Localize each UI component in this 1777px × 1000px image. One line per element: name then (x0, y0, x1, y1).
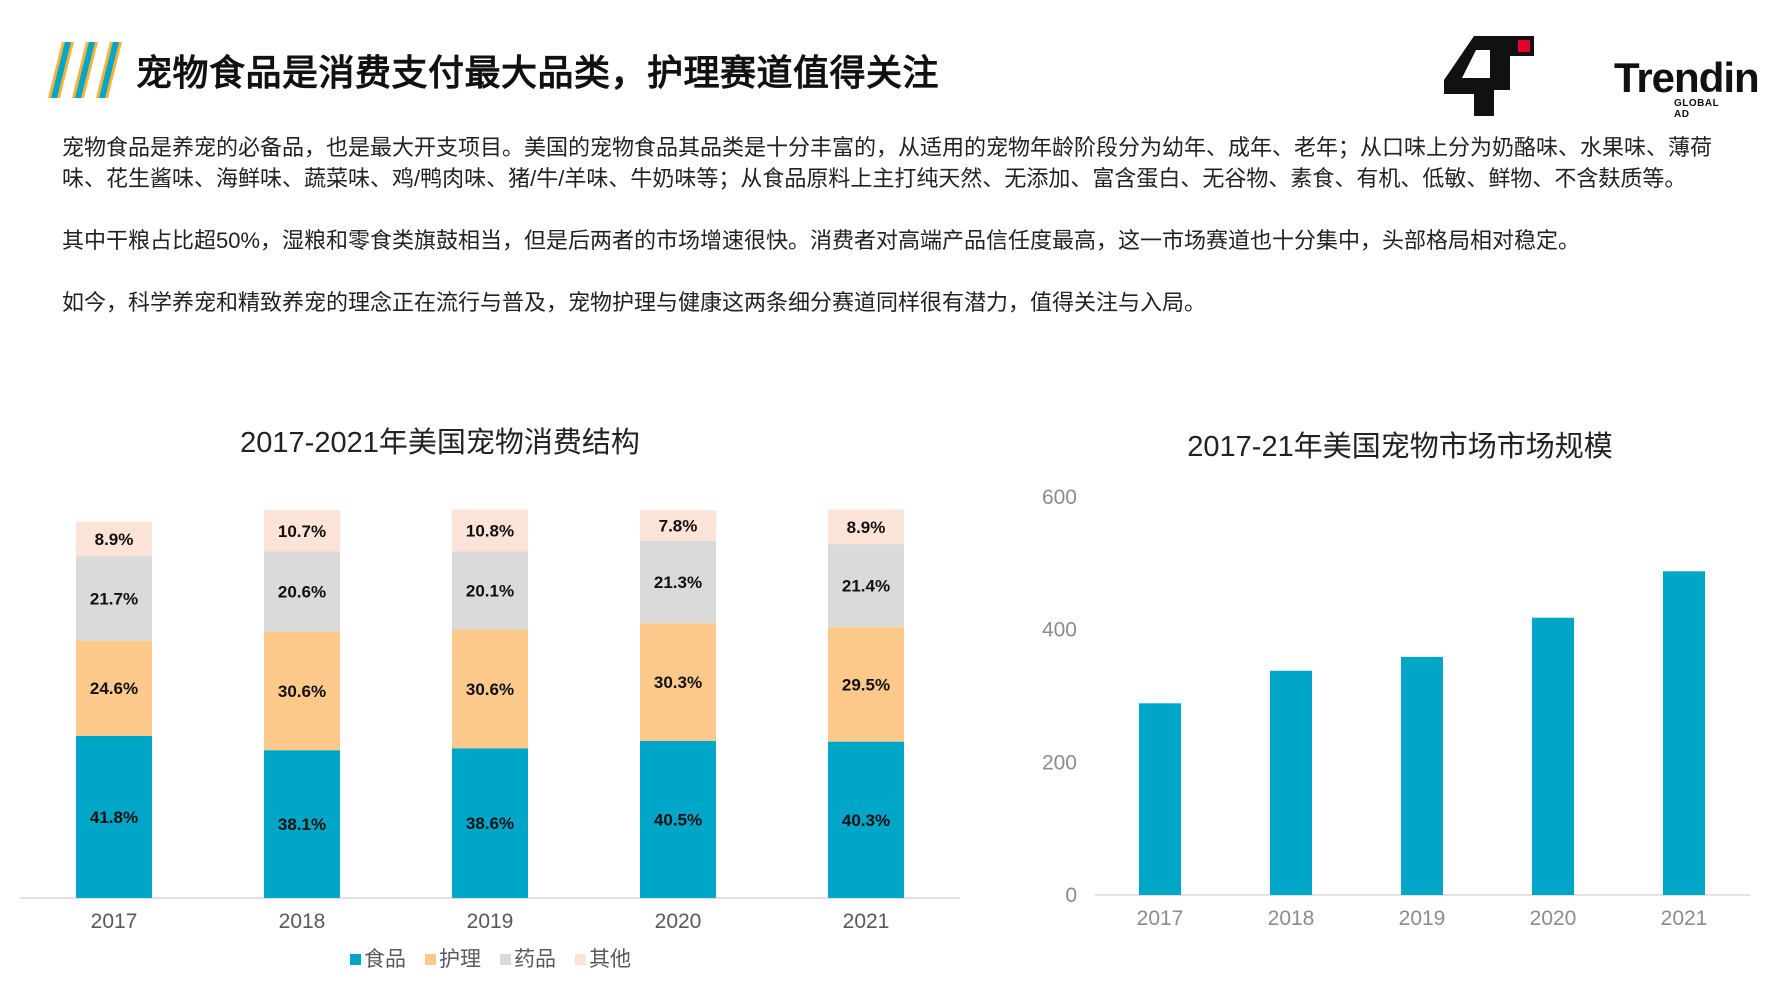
x-tick-label: 2019 (467, 910, 514, 933)
x-tick-label: 2018 (1268, 907, 1315, 930)
data-label: 20.1% (466, 582, 514, 601)
data-label: 21.7% (90, 589, 138, 608)
data-label: 29.5% (842, 675, 890, 694)
data-label: 20.6% (278, 582, 326, 601)
body-text: 宠物食品是养宠的必备品，也是最大开支项目。美国的宠物食品其品类是十分丰富的，从适… (62, 132, 1722, 349)
data-label: 40.5% (654, 810, 702, 829)
y-tick-label: 0 (1065, 884, 1077, 907)
data-label: 8.9% (847, 518, 886, 537)
bar-segment-2017-护理 (76, 640, 152, 736)
slide-header: 宠物食品是消费支付最大品类，护理赛道值得关注 Trendin GLOBAL AD (48, 36, 1760, 120)
legend-swatch (500, 954, 511, 965)
data-label: 40.3% (842, 811, 890, 830)
data-label: 10.7% (278, 522, 326, 541)
bar-2020 (1532, 617, 1574, 895)
x-tick-label: 2019 (1399, 907, 1446, 930)
x-tick-label: 2021 (1661, 907, 1708, 930)
bar-segment-2018-其他 (264, 510, 340, 552)
stacked-bar-chart: 2017-2021年美国宠物消费结构 41.8% 24.6% 21.7% 8.9% 20… (20, 426, 960, 971)
bar-2017 (1139, 703, 1181, 895)
paragraph-1: 宠物食品是养宠的必备品，也是最大开支项目。美国的宠物食品其品类是十分丰富的，从适… (62, 135, 1713, 191)
x-tick-label: 2020 (1530, 907, 1577, 930)
bar-segment-2018-护理 (264, 631, 340, 751)
bar-segment-2017-药品 (76, 556, 152, 641)
bar-segment-2020-其他 (640, 510, 716, 541)
paragraph-3: 如今，科学养宠和精致养宠的理念正在流行与普及，宠物护理与健康这两条细分赛道同样很… (62, 290, 1207, 315)
bar-segment-2021-其他 (828, 509, 904, 545)
legend-swatch (350, 954, 361, 965)
logo-text: Trendin (1614, 54, 1760, 101)
stripes-icon (48, 42, 122, 98)
bar-segment-2021-护理 (828, 627, 904, 742)
data-label: 38.1% (278, 815, 326, 834)
bar-segment-2018-食品 (264, 750, 340, 898)
bar-segment-2019-其他 (452, 509, 528, 552)
bar-2018 (1270, 670, 1312, 895)
bar-2021 (1663, 571, 1705, 895)
page-title: 宠物食品是消费支付最大品类，护理赛道值得关注 (136, 52, 940, 93)
y-tick-label: 600 (1042, 486, 1077, 509)
y-tick-label: 400 (1042, 619, 1077, 642)
data-label: 7.8% (659, 517, 698, 536)
logo-subtext: GLOBAL AD (1674, 98, 1720, 120)
legend-swatch (425, 954, 436, 965)
data-label: 30.6% (278, 682, 326, 701)
data-label: 30.3% (654, 673, 702, 692)
data-label: 8.9% (95, 530, 134, 549)
bar-2019 (1401, 656, 1443, 895)
x-tick-label: 2017 (91, 910, 138, 933)
data-label: 24.6% (90, 679, 138, 698)
trendin-logo-icon (1444, 36, 1534, 116)
bar-segment-2021-食品 (828, 741, 904, 898)
x-tick-label: 2018 (279, 910, 326, 933)
data-label: 41.8% (90, 808, 138, 827)
bar-segment-2021-药品 (828, 544, 904, 628)
bar-segment-2019-食品 (452, 748, 528, 898)
paragraph-2: 其中干粮占比超50%，湿粮和零食类旗鼓相当，但是后两者的市场增速很快。消费者对高… (62, 228, 1581, 253)
data-label: 38.6% (466, 814, 514, 833)
bar-segment-2020-护理 (640, 623, 716, 741)
y-tick-label: 200 (1042, 751, 1077, 774)
bar-segment-2017-其他 (76, 521, 152, 557)
x-tick-label: 2017 (1137, 907, 1184, 930)
data-label: 10.8% (466, 522, 514, 541)
bar-segment-2019-药品 (452, 551, 528, 630)
legend-swatch (575, 954, 586, 965)
data-label: 21.4% (842, 577, 890, 596)
bar-segment-2018-药品 (264, 551, 340, 632)
x-tick-label: 2020 (655, 910, 702, 933)
bar-segment-2019-护理 (452, 629, 528, 749)
x-tick-label: 2021 (843, 910, 890, 933)
bar-segment-2020-药品 (640, 540, 716, 624)
data-label: 21.3% (654, 573, 702, 592)
trendin-logo: Trendin GLOBAL AD (1438, 34, 1760, 120)
chart-title: 2017-21年美国宠物市场市场规模 (1187, 430, 1612, 463)
legend-entry: 护理 (439, 948, 481, 971)
chart-title: 2017-2021年美国宠物消费结构 (240, 426, 640, 459)
bar-segment-2017-食品 (76, 735, 152, 898)
data-label: 30.6% (466, 680, 514, 699)
legend-entry: 药品 (514, 948, 556, 971)
bar-segment-2020-食品 (640, 740, 716, 898)
legend-entry: 其他 (589, 948, 631, 971)
legend-entry: 食品 (364, 948, 406, 971)
